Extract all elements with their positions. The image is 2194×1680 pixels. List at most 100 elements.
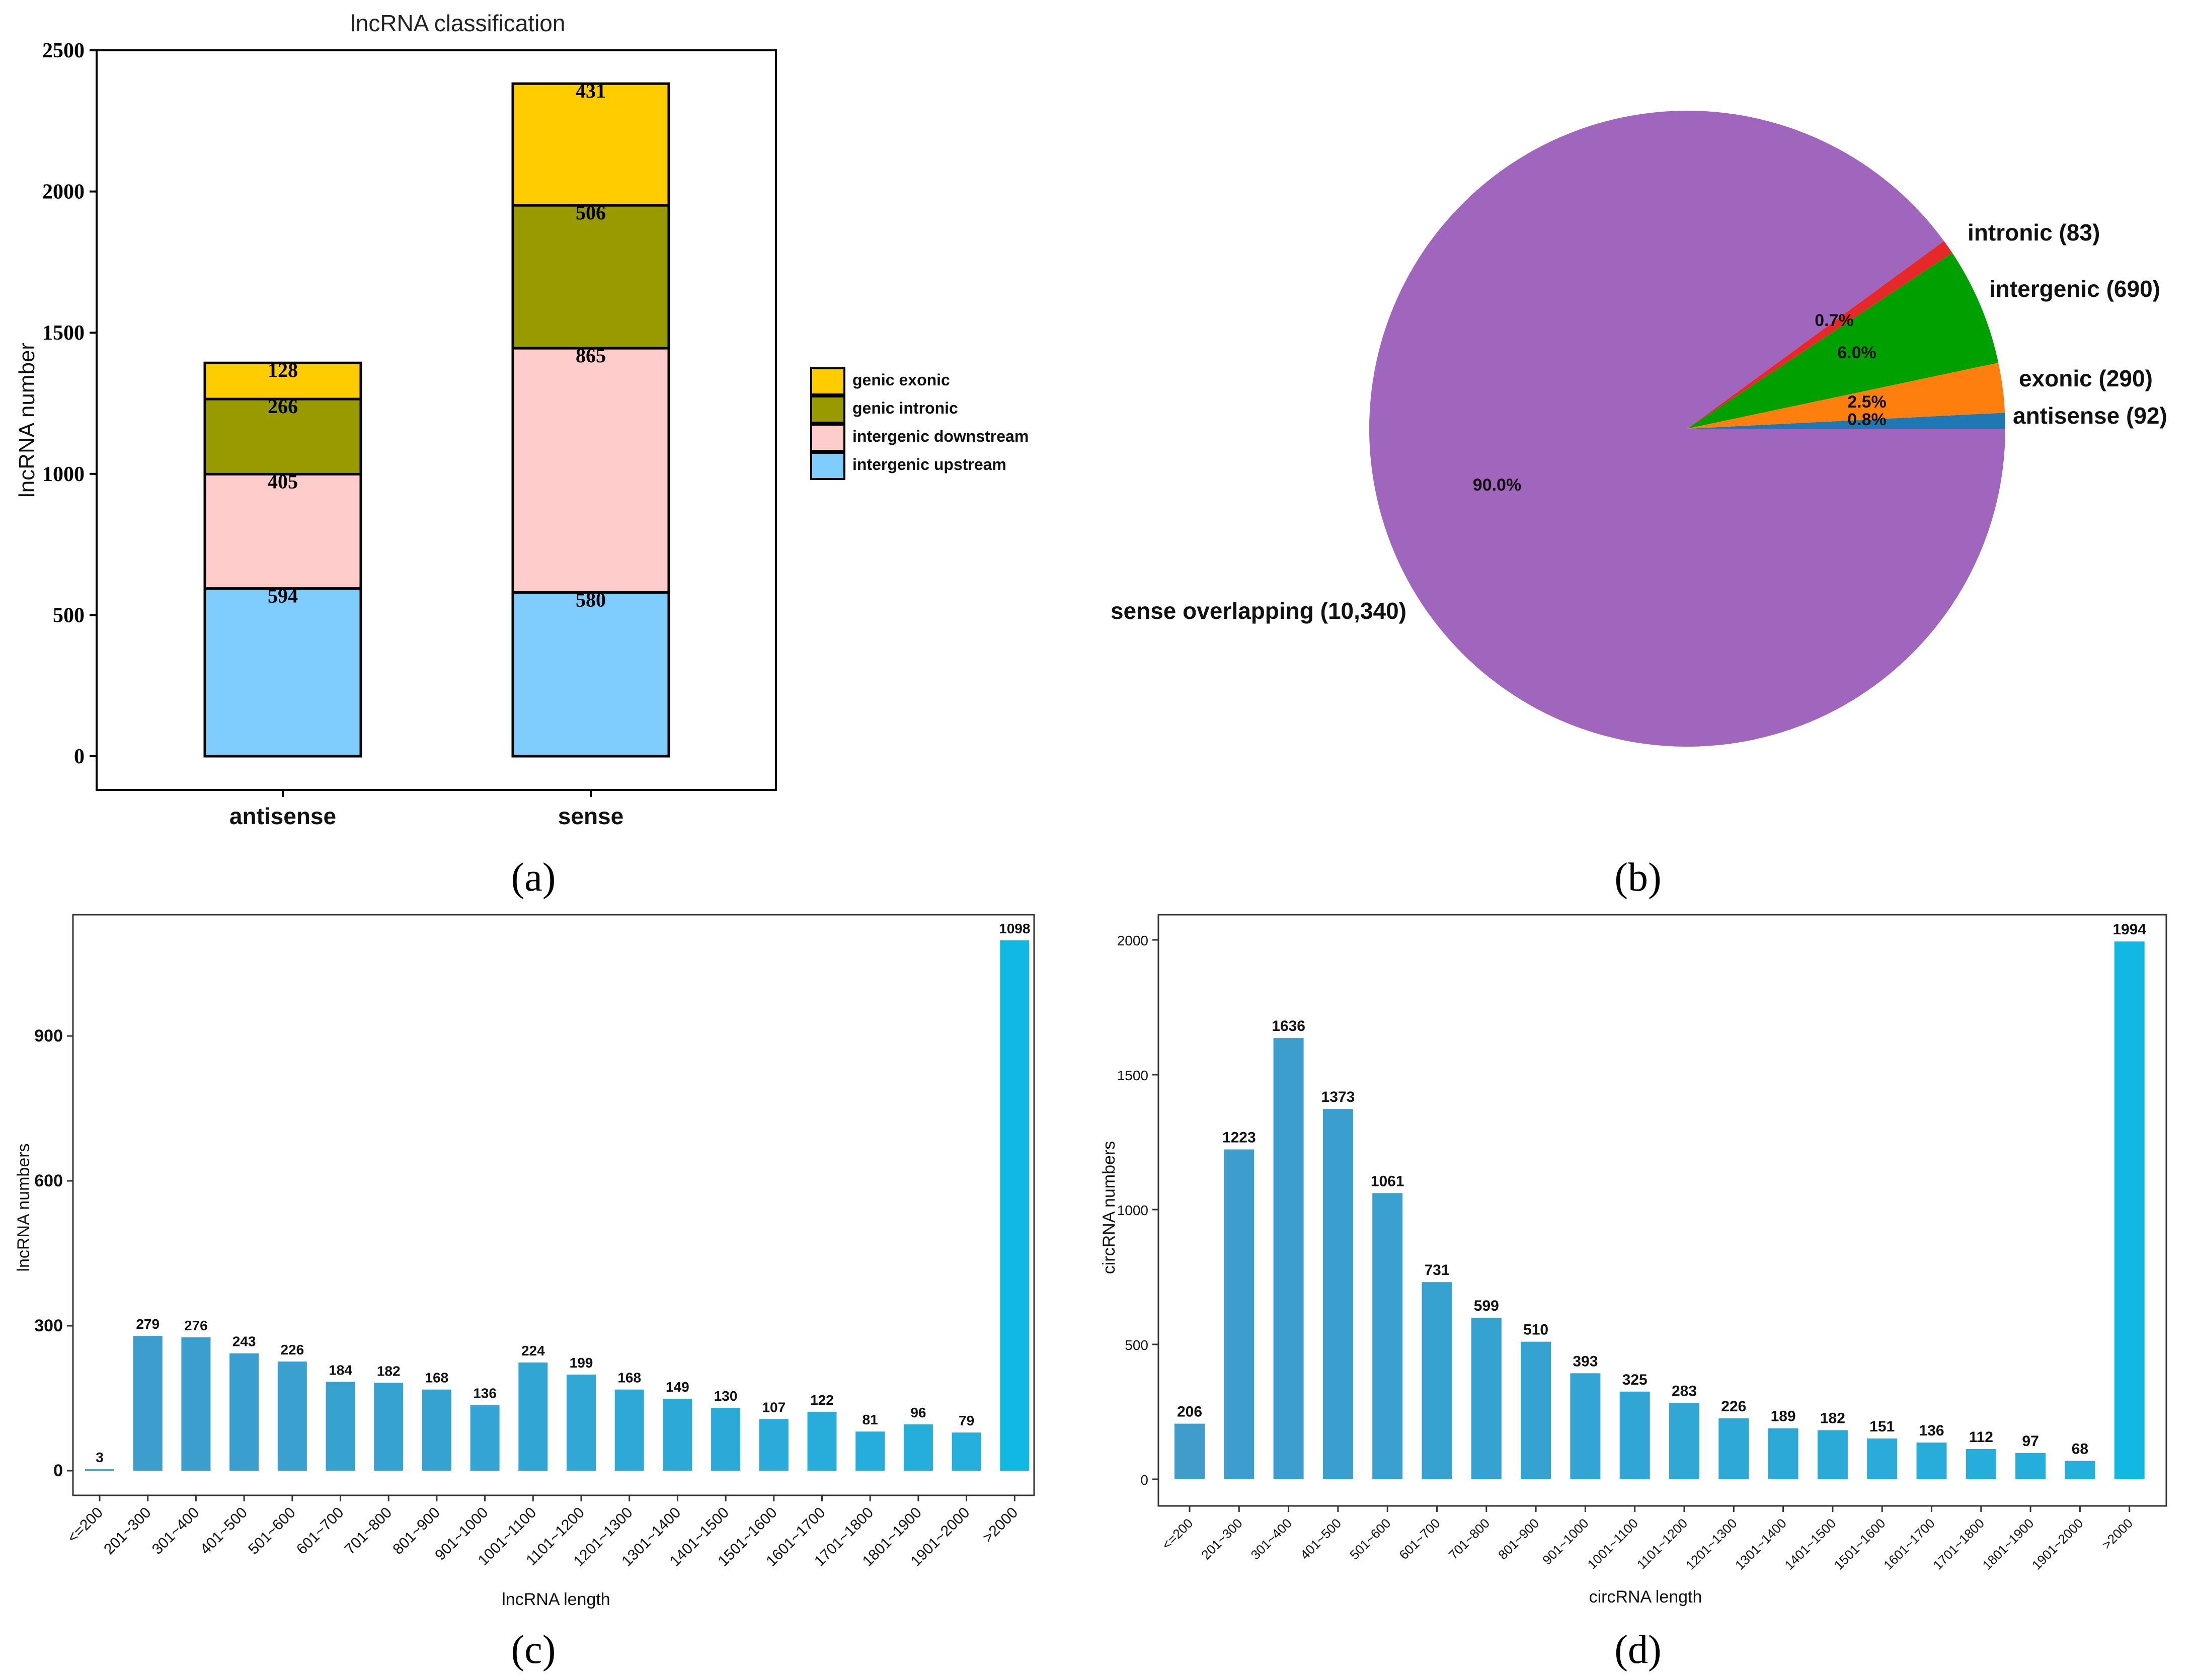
data-label-1601-1700: 136 xyxy=(1919,1422,1944,1439)
x-tick-label-1401-1500: 1401~1500 xyxy=(1781,1515,1839,1573)
pie-label-name: exonic xyxy=(2019,365,2099,391)
bar-1601-1700 xyxy=(807,1411,837,1471)
c-y-tick-label: 300 xyxy=(34,1316,63,1335)
pie-label-name: sense overlapping xyxy=(1111,598,1320,624)
a-y-tick-label: 2000 xyxy=(42,181,85,204)
bar-701-800 xyxy=(374,1383,404,1471)
pie-slice-intergenic xyxy=(1687,253,1999,429)
data-label-2000: 1098 xyxy=(999,921,1030,936)
bar-601-700 xyxy=(326,1382,355,1471)
data-label-901-1000: 393 xyxy=(1573,1353,1598,1370)
bar-1801-1900 xyxy=(903,1424,933,1471)
pie-label-exonic: exonic (290) xyxy=(2019,365,2153,391)
x-tick-label-1501-1600: 1501~1600 xyxy=(1831,1515,1889,1573)
chart-d-y-axis: 0 500 1000 1500 2000 xyxy=(1117,933,1158,1488)
x-tick-label-201-300: 201~300 xyxy=(1198,1515,1245,1562)
bar-301-400 xyxy=(1273,1038,1304,1479)
pie-label-name: antisense xyxy=(2013,403,2126,429)
x-tick-label-701-800: 701~800 xyxy=(342,1504,396,1558)
pie-label-count: (10,340) xyxy=(1320,598,1406,624)
data-label-701-800: 599 xyxy=(1474,1298,1499,1314)
panel-c-bar-chart: 0 300 600 900 3 279 276 243 226 184 182 168 136 224 1… xyxy=(14,914,1035,1672)
data-label-1101-1200: 199 xyxy=(570,1355,593,1371)
a-y-tick-label: 2500 xyxy=(42,39,85,62)
data-label-301-400: 276 xyxy=(184,1318,208,1333)
x-tick-label-200: <=200 xyxy=(1159,1515,1196,1552)
panel-d-bar-chart: 0 500 1000 1500 2000 206 1223 1636 1373 1061 731 5… xyxy=(1100,914,2167,1672)
x-tick-label-601-700: 601~700 xyxy=(293,1504,347,1558)
c-y-tick-label: 600 xyxy=(34,1171,63,1190)
bar-1001-1100 xyxy=(1619,1391,1650,1479)
data-label-1801-1900: 96 xyxy=(910,1405,926,1420)
data-label-1701-1800: 112 xyxy=(1969,1429,1993,1446)
bar-1101-1200 xyxy=(567,1374,596,1471)
x-tick-label-401-500: 401~500 xyxy=(197,1504,251,1558)
x-tick-label-200: <=200 xyxy=(64,1504,106,1547)
chart-a-x-axis: antisense sense xyxy=(229,790,623,829)
x-tick-label-2000: >2000 xyxy=(979,1504,1021,1546)
panel-label-d: (d) xyxy=(1614,1628,1661,1672)
bar-201-300 xyxy=(1224,1149,1255,1479)
chart-d-bars: 206 1223 1636 1373 1061 731 599 510 393 325 283 226… xyxy=(1174,921,2146,1479)
bar-1401-1500 xyxy=(711,1408,741,1471)
pie-label-intronic: intronic (83) xyxy=(1968,219,2100,246)
x-tick-label-501-600: 501~600 xyxy=(245,1504,299,1558)
data-label-801-900: 168 xyxy=(425,1370,449,1386)
bar-1501-1600 xyxy=(1867,1438,1898,1479)
bar-segment-sense-intergenic-downstream xyxy=(511,347,670,594)
chart-a-legend: genic exonic genic intronic intergenic dow… xyxy=(810,367,1029,480)
a-x-tick-label-sense: sense xyxy=(558,803,623,829)
legend-label-genic-intronic: genic intronic xyxy=(852,399,958,417)
d-y-tick-label: 500 xyxy=(1125,1337,1148,1353)
bar-701-800 xyxy=(1471,1317,1502,1479)
data-label-1001-1100: 325 xyxy=(1622,1372,1648,1388)
data-label-401-500: 243 xyxy=(232,1334,256,1349)
x-tick-label-501-600: 501~600 xyxy=(1347,1515,1393,1562)
data-label-1301-1400: 189 xyxy=(1771,1408,1796,1425)
bar-segment-antisense-intergenic-upstream xyxy=(203,587,362,758)
data-label-1301-1400: 149 xyxy=(666,1379,689,1395)
data-label-1901-2000: 79 xyxy=(959,1413,974,1428)
bar-401-500 xyxy=(1322,1109,1353,1479)
chart-b-slice-labels: antisense (92) exonic (290) intergenic (69… xyxy=(1111,219,2167,624)
pie-percent-intergenic: 6.0% xyxy=(1837,343,1876,362)
pie-label-intergenic: intergenic (690) xyxy=(1989,276,2160,302)
pie-label-count: (92) xyxy=(2126,403,2167,429)
x-tick-label-1601-1700: 1601~1700 xyxy=(1880,1515,1938,1573)
pie-label-name: intronic xyxy=(1968,219,2059,246)
chart-d-y-axis-label: circRNA numbers xyxy=(1100,1141,1119,1274)
data-label-200: 206 xyxy=(1177,1404,1202,1420)
pie-label-antisense: antisense (92) xyxy=(2013,403,2167,429)
c-y-tick-label: 0 xyxy=(53,1461,63,1480)
bar-200 xyxy=(1174,1423,1205,1479)
bar-1501-1600 xyxy=(759,1419,789,1471)
pie-percent-intronic: 0.7% xyxy=(1815,311,1854,330)
chart-c-bars: 3 279 276 243 226 184 182 168 136 224 199 168 149 130… xyxy=(85,921,1030,1471)
data-label-1001-1100: 224 xyxy=(521,1343,545,1358)
legend-swatch-intergenic-downstream xyxy=(810,424,845,452)
data-label-1101-1200: 283 xyxy=(1672,1383,1697,1399)
bar-200 xyxy=(85,1469,114,1471)
data-label-1201-1300: 168 xyxy=(617,1370,641,1386)
x-tick-label-201-300: 201~300 xyxy=(101,1504,154,1558)
data-label-1601-1700: 122 xyxy=(810,1392,834,1408)
bar-801-900 xyxy=(1521,1341,1551,1479)
data-label-601-700: 731 xyxy=(1424,1262,1449,1278)
pie-slice-sense-overlapping xyxy=(1369,111,2005,747)
data-label-1201-1300: 226 xyxy=(1721,1398,1746,1415)
c-y-tick-label: 900 xyxy=(34,1026,63,1046)
x-tick-label-1701-1800: 1701~1800 xyxy=(1930,1515,1987,1573)
data-label-1401-1500: 182 xyxy=(1820,1410,1845,1426)
legend-swatch-genic-exonic xyxy=(810,367,845,395)
legend-label-intergenic-downstream: intergenic downstream xyxy=(852,427,1029,445)
data-label-1501-1600: 151 xyxy=(1869,1418,1895,1435)
data-label-501-600: 226 xyxy=(280,1342,304,1357)
chart-a-plot-frame xyxy=(96,49,777,791)
data-label-301-400: 1636 xyxy=(1272,1018,1305,1034)
bar-segment-antisense-genic-exonic xyxy=(203,361,362,401)
a-x-tick-label-antisense: antisense xyxy=(229,803,336,829)
d-y-tick-label: 1500 xyxy=(1117,1068,1148,1083)
panel-b-pie-chart: 0.8%2.5% 6.0% 0.7% 90.0% antisense (92) exon… xyxy=(1111,111,2167,900)
data-label-1401-1500: 130 xyxy=(714,1388,738,1404)
bar-segment-sense-intergenic-upstream xyxy=(511,591,670,758)
